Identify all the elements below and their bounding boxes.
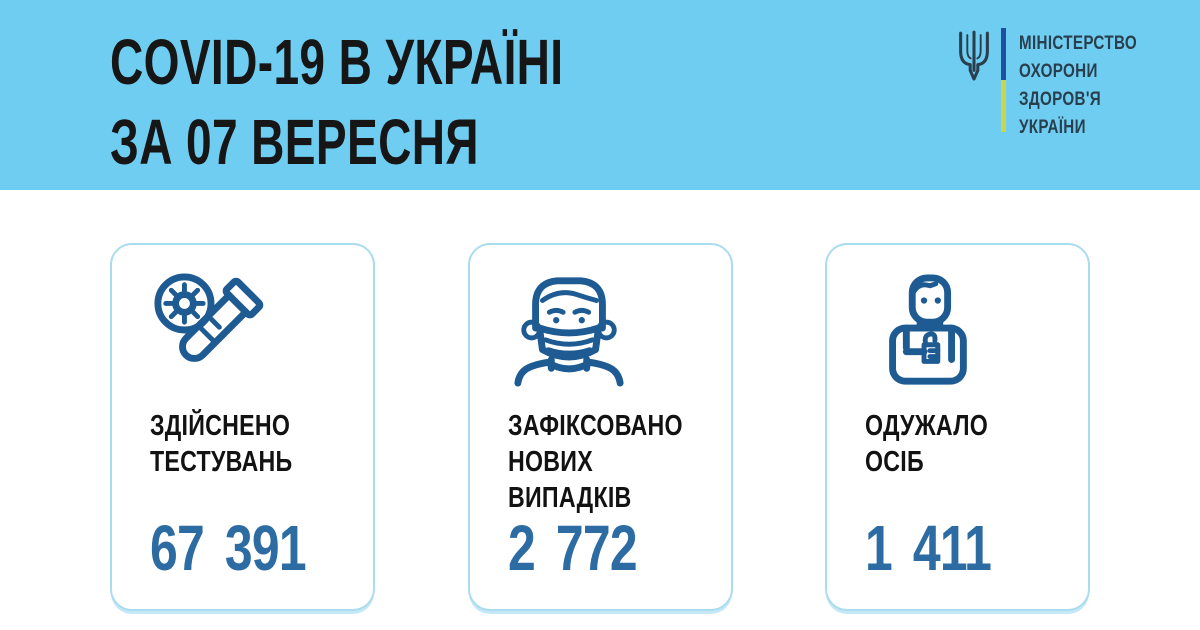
ministry-logo: МІНІСТЕРСТВО ОХОРОНИ ЗДОРОВ'Я УКРАЇНИ [953, 28, 1167, 142]
masked-person-icon [513, 277, 624, 387]
stat-card-recovered: ОДУЖАЛО ОСІБ 1 411 [825, 243, 1090, 611]
stats-cards: ЗДІЙСНЕНО ТЕСТУВАНЬ 67 391 ЗАФІК [110, 243, 1090, 611]
stat-card-new-cases: ЗАФІКСОВАНО НОВИХ ВИПАДКІВ 2 772 [467, 243, 733, 611]
stat-label: ЗАФІКСОВАНО НОВИХ ВИПАДКІВ [507, 410, 683, 514]
flag-bar [1001, 28, 1006, 132]
stat-value: 67 391 [150, 512, 307, 584]
stat-label: ОДУЖАЛО ОСІБ [865, 410, 988, 478]
stat-card-tests: ЗДІЙСНЕНО ТЕСТУВАНЬ 67 391 [110, 243, 375, 611]
page-title: COVID-19 В УКРАЇНІ ЗА 07 ВЕРЕСНЯ [110, 26, 564, 178]
ministry-name: МІНІСТЕРСТВО ОХОРОНИ ЗДОРОВ'Я УКРАЇНИ [1019, 33, 1138, 138]
ukraine-trident-icon [959, 30, 989, 81]
stat-label: ЗДІЙСНЕНО ТЕСТУВАНЬ [150, 410, 293, 478]
header-banner: COVID-19 В УКРАЇНІ ЗА 07 ВЕРЕСНЯ МІНІСТЕ… [0, 0, 1200, 190]
stat-value: 1 411 [865, 512, 992, 584]
recovered-person-icon [889, 274, 967, 385]
test-tube-virus-icon [154, 273, 264, 362]
stat-value: 2 772 [507, 512, 638, 584]
